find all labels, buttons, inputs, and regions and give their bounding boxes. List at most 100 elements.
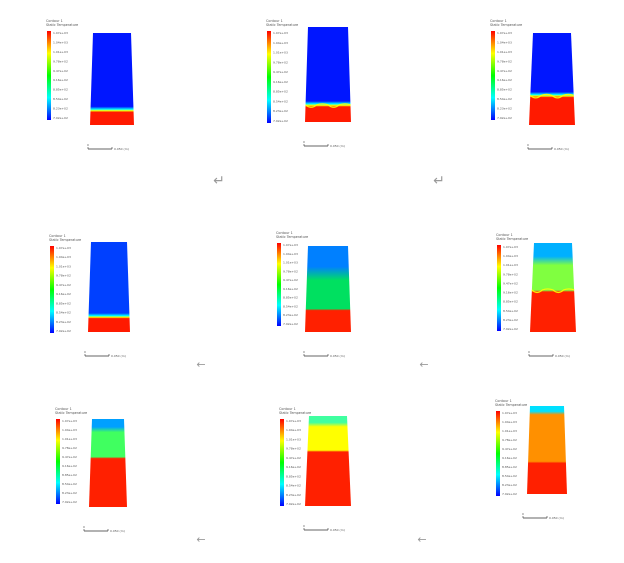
scale-bar: 0.050 (m) 0 xyxy=(303,524,345,532)
colorbar xyxy=(491,31,495,120)
colorbar-tick-label: 8.85e+02 xyxy=(56,301,71,305)
colorbar-tick-label: 9.16e+02 xyxy=(273,80,288,84)
colorbar-tick-label: 9.78e+02 xyxy=(283,269,298,273)
colorbar xyxy=(277,243,281,326)
colorbar-tick-label: 8.54e+02 xyxy=(283,304,298,308)
colorbar-tick-label: 9.16e+02 xyxy=(503,291,518,295)
colorbar-tick-label: 9.78e+02 xyxy=(497,59,512,63)
colorbar-tick-label: 7.92e+02 xyxy=(502,492,517,496)
colorbar-tick-label: 8.54e+02 xyxy=(56,311,71,315)
colorbar-tick-label: 9.78e+02 xyxy=(56,274,71,278)
colorbar-tick-label: 9.47e+02 xyxy=(503,281,518,285)
colorbar-tick-label: 1.04e+03 xyxy=(286,428,301,432)
panel-title-line: Contour 1 xyxy=(490,19,507,23)
colorbar-tick-label: 8.85e+02 xyxy=(503,300,518,304)
scale-bar-label: 0.050 (m) xyxy=(549,516,564,520)
colorbar-tick-label: 1.04e+03 xyxy=(273,41,288,45)
colorbar-tick-label: 1.01e+03 xyxy=(502,429,517,433)
colorbar-tick-label: 9.16e+02 xyxy=(62,464,77,468)
scale-bar: 0.050 (m) 0 xyxy=(527,143,569,151)
melt-interface xyxy=(531,288,575,294)
colorbar-tick-label: 1.07e+03 xyxy=(283,243,298,247)
colorbar-tick-label: 8.23e+02 xyxy=(283,313,298,317)
colorbar-tick-label: 8.23e+02 xyxy=(273,109,288,113)
panel-title-line: Contour 1 xyxy=(496,233,513,237)
colorbar-tick-label: 1.01e+03 xyxy=(62,437,77,441)
temperature-field xyxy=(529,33,575,125)
colorbar-tick-label: 1.07e+03 xyxy=(53,31,68,35)
colorbar-tick-label: 1.07e+03 xyxy=(286,419,301,423)
colorbar-tick-label: 9.47e+02 xyxy=(273,70,288,74)
colorbar-tick-label: 8.54e+02 xyxy=(273,99,288,103)
melt-interface xyxy=(305,103,351,108)
panel-title-line: Static Temperature xyxy=(276,235,308,239)
scale-bar: 0.050 (m) 0 xyxy=(83,525,125,533)
colorbar-tick-label: 8.23e+02 xyxy=(62,491,77,495)
scale-bar: 0.050 (m) 0 xyxy=(303,350,345,358)
scale-bar-zero: 0 xyxy=(303,524,305,528)
temperature-field xyxy=(305,246,351,332)
colorbar-tick-label: 8.23e+02 xyxy=(56,320,71,324)
scale-bar-label: 0.050 (m) xyxy=(330,354,345,358)
scale-bar-label: 0.050 (m) xyxy=(111,354,126,358)
panel-title-line: Static Temperature xyxy=(55,411,87,415)
colorbar-tick-label: 1.01e+03 xyxy=(273,51,288,55)
panel-title-line: Static Temperature xyxy=(266,23,298,27)
scale-bar-zero: 0 xyxy=(528,350,530,354)
colorbar xyxy=(47,31,51,120)
colorbar-tick-label: 8.54e+02 xyxy=(497,97,512,101)
colorbar-tick-label: 8.23e+02 xyxy=(503,318,518,322)
scale-bar: 0.050 (m) 0 xyxy=(303,140,345,148)
colorbar-tick-label: 8.23e+02 xyxy=(502,483,517,487)
scale-bar-label: 0.050 (m) xyxy=(114,147,129,151)
left-arrow-icon: ← xyxy=(196,533,205,546)
colorbar-tick-label: 7.92e+02 xyxy=(62,500,77,504)
colorbar-tick-label: 9.78e+02 xyxy=(502,438,517,442)
panel-title-line: Static Temperature xyxy=(496,237,528,241)
temperature-field xyxy=(530,243,576,332)
colorbar-tick-label: 1.04e+03 xyxy=(502,420,517,424)
scale-bar-zero: 0 xyxy=(303,350,305,354)
scale-bar: 0.050 (m) 0 xyxy=(528,350,570,358)
colorbar-tick-label: 7.92e+02 xyxy=(497,116,512,120)
scale-bar-label: 0.050 (m) xyxy=(330,144,345,148)
colorbar xyxy=(496,411,500,496)
colorbar-tick-label: 8.54e+02 xyxy=(502,474,517,478)
scale-bar: 0.050 (m) 0 xyxy=(522,512,564,520)
temperature-field xyxy=(527,406,567,494)
temperature-field xyxy=(90,33,134,125)
colorbar-tick-label: 8.85e+02 xyxy=(62,473,77,477)
colorbar-tick-label: 1.07e+03 xyxy=(62,419,77,423)
colorbar-tick-label: 8.23e+02 xyxy=(53,107,68,111)
colorbar-tick-label: 9.78e+02 xyxy=(53,59,68,63)
colorbar xyxy=(267,31,271,123)
colorbar-tick-label: 7.92e+02 xyxy=(56,329,71,333)
scale-bar-zero: 0 xyxy=(522,512,524,516)
colorbar-tick-label: 1.04e+03 xyxy=(53,40,68,44)
colorbar-tick-label: 8.85e+02 xyxy=(286,474,301,478)
colorbar-tick-label: 9.16e+02 xyxy=(286,465,301,469)
colorbar-tick-label: 9.78e+02 xyxy=(62,446,77,450)
colorbar xyxy=(56,419,60,504)
colorbar-tick-label: 8.54e+02 xyxy=(62,482,77,486)
return-arrow-icon: ↵ xyxy=(433,173,445,189)
colorbar-tick-label: 1.07e+03 xyxy=(56,246,71,250)
colorbar-tick-label: 9.47e+02 xyxy=(53,69,68,73)
colorbar-tick-label: 9.78e+02 xyxy=(286,447,301,451)
temperature-field xyxy=(89,419,127,507)
colorbar-tick-label: 8.23e+02 xyxy=(286,493,301,497)
colorbar xyxy=(280,419,284,506)
colorbar-tick-label: 9.47e+02 xyxy=(62,455,77,459)
panel-title-line: Contour 1 xyxy=(55,407,72,411)
colorbar-tick-label: 8.54e+02 xyxy=(53,97,68,101)
temperature-field xyxy=(305,416,351,506)
scale-bar-label: 0.050 (m) xyxy=(110,529,125,533)
colorbar-tick-label: 8.54e+02 xyxy=(286,484,301,488)
colorbar-tick-label: 7.92e+02 xyxy=(273,119,288,123)
